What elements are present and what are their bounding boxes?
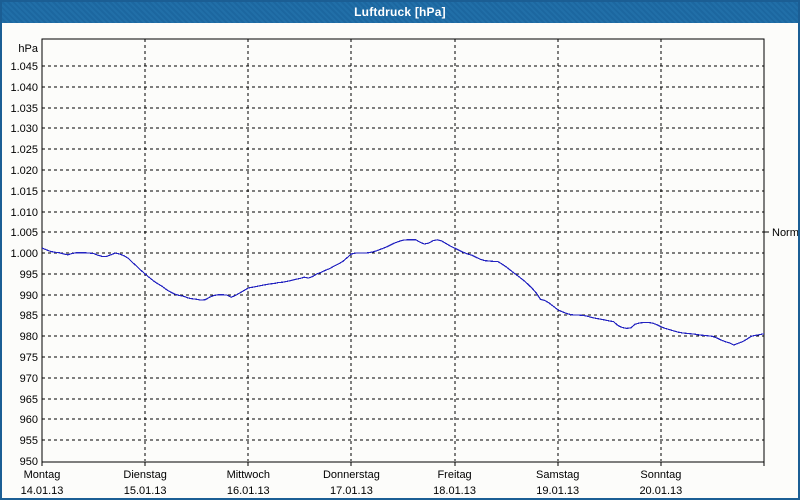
y-tick-label: 995 <box>20 269 38 281</box>
y-tick-label: 960 <box>20 414 38 426</box>
pressure-line <box>41 239 765 346</box>
y-tick-label: 985 <box>20 310 38 322</box>
y-tick-label: 1.020 <box>10 165 38 177</box>
y-tick-label: 1.005 <box>10 227 38 239</box>
weekday-label: Dienstag <box>123 469 166 481</box>
weekday-label: Montag <box>24 469 61 481</box>
weekday-label: Samstag <box>536 469 579 481</box>
y-tick-label: 955 <box>20 435 38 447</box>
y-tick-label: 980 <box>20 331 38 343</box>
y-tick-label: 950 <box>20 456 38 468</box>
window-title: Luftdruck [hPa] <box>354 5 446 19</box>
weekday-label: Sonntag <box>640 469 681 481</box>
y-tick-label: 1.010 <box>10 207 38 219</box>
weekday-label: Donnerstag <box>323 469 380 481</box>
date-label: 19.01.13 <box>536 485 579 497</box>
y-tick-label: 1.045 <box>10 61 38 73</box>
date-label: 17.01.13 <box>330 485 373 497</box>
y-tick-label: 970 <box>20 373 38 385</box>
y-tick-label: 1.030 <box>10 123 38 135</box>
y-tick-label: 990 <box>20 290 38 302</box>
date-label: 15.01.13 <box>124 485 167 497</box>
date-label: 14.01.13 <box>21 485 64 497</box>
y-tick-label: 1.035 <box>10 103 38 115</box>
y-tick-label: 1.000 <box>10 248 38 260</box>
weekday-label: Mittwoch <box>227 469 270 481</box>
window-titlebar[interactable]: Luftdruck [hPa] <box>2 2 798 23</box>
date-label: 16.01.13 <box>227 485 270 497</box>
y-axis-unit-label: hPa <box>18 43 38 55</box>
date-label: 18.01.13 <box>433 485 476 497</box>
y-tick-label: 975 <box>20 352 38 364</box>
y-tick-label: 1.040 <box>10 82 38 94</box>
date-label: 20.01.13 <box>639 485 682 497</box>
y-tick-label: 965 <box>20 394 38 406</box>
y-tick-label: 1.015 <box>10 186 38 198</box>
y-tick-label: 1.025 <box>10 144 38 156</box>
normal-label: Normal <box>772 227 800 239</box>
plot-border <box>41 38 765 463</box>
weekday-label: Freitag <box>437 469 471 481</box>
